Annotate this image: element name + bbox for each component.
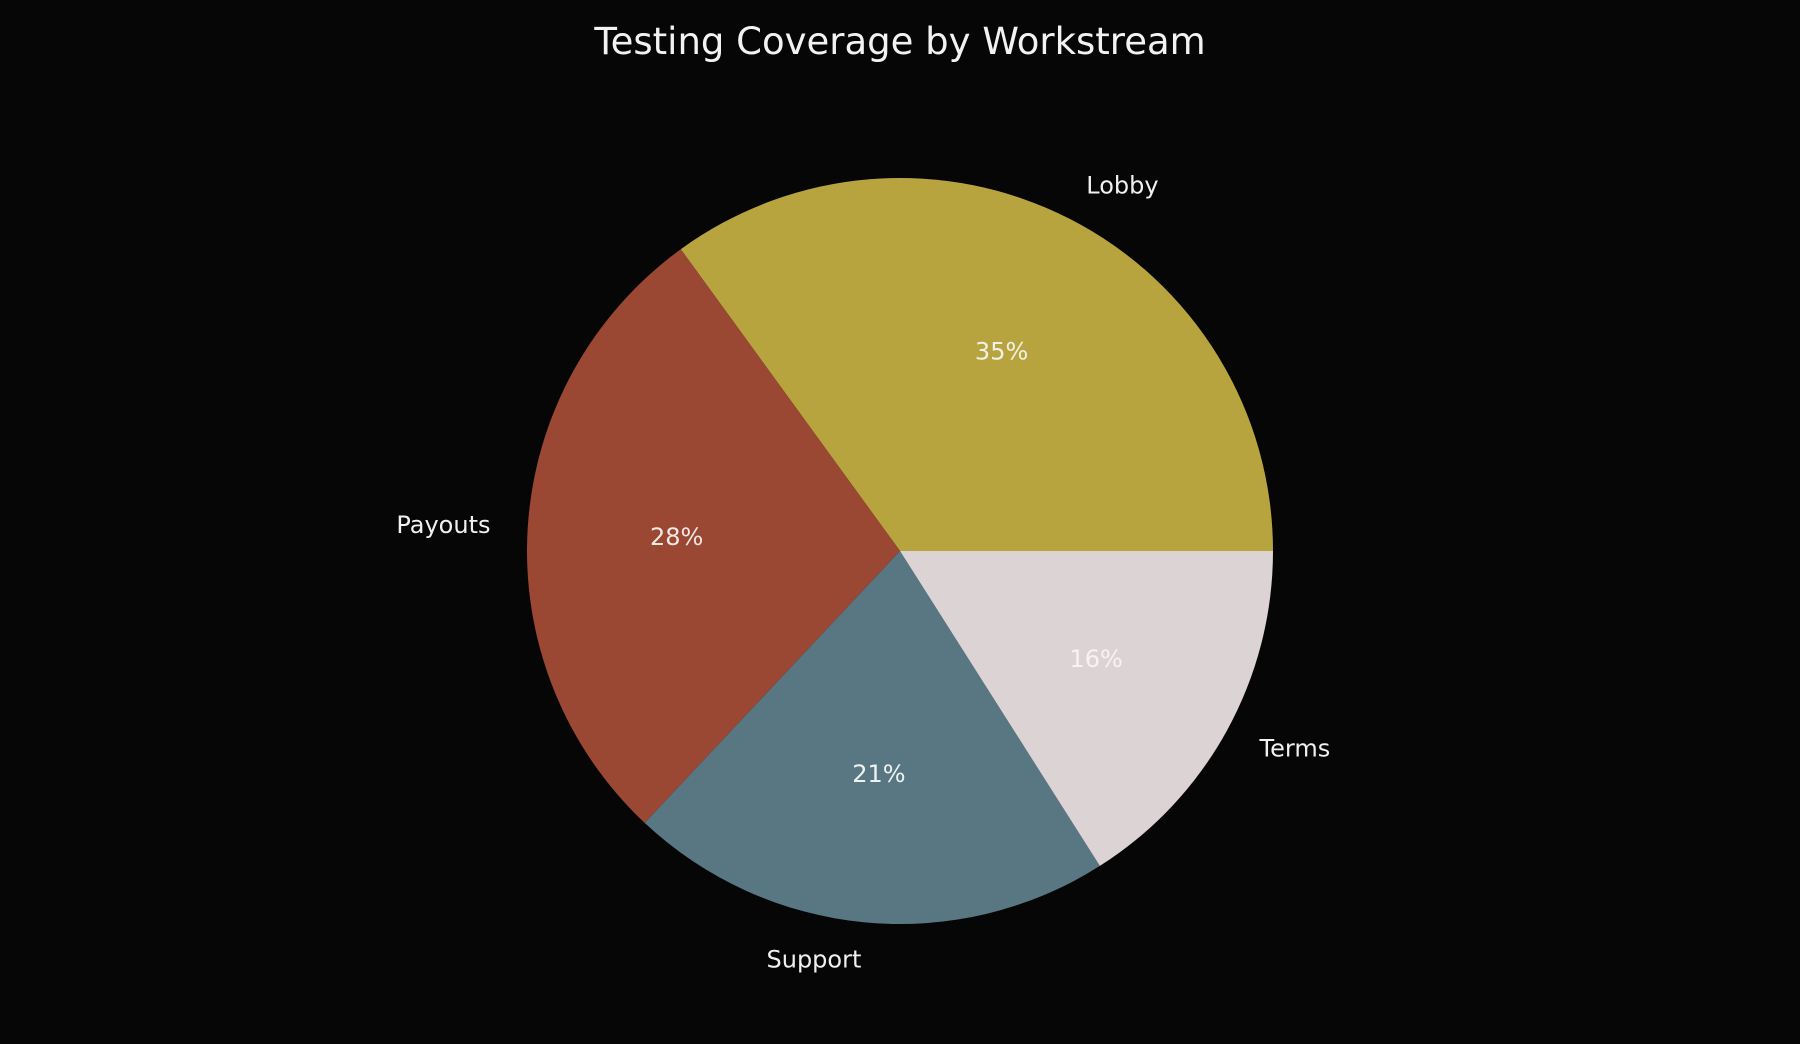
- pie-slices: [527, 178, 1273, 924]
- chart-title: Testing Coverage by Workstream: [593, 20, 1205, 63]
- pie-slice-support: [644, 551, 1100, 924]
- pie-slice-payouts: [527, 249, 900, 823]
- slice-label-support: Support: [767, 945, 862, 973]
- slice-label-payouts: Payouts: [396, 511, 490, 539]
- pct-label-terms: 16%: [1069, 645, 1122, 673]
- pct-label-payouts: 28%: [650, 523, 703, 551]
- pie-slice-lobby: [680, 178, 1273, 552]
- slice-label-terms: Terms: [1259, 735, 1331, 763]
- pct-label-lobby: 35%: [975, 338, 1028, 366]
- pie-slice-terms: [900, 551, 1273, 866]
- pie-labels: 35% Lobby 28% Payouts 21% Support 16% Terms: [396, 171, 1330, 973]
- slice-label-lobby: Lobby: [1086, 171, 1158, 199]
- pct-label-support: 21%: [852, 760, 905, 788]
